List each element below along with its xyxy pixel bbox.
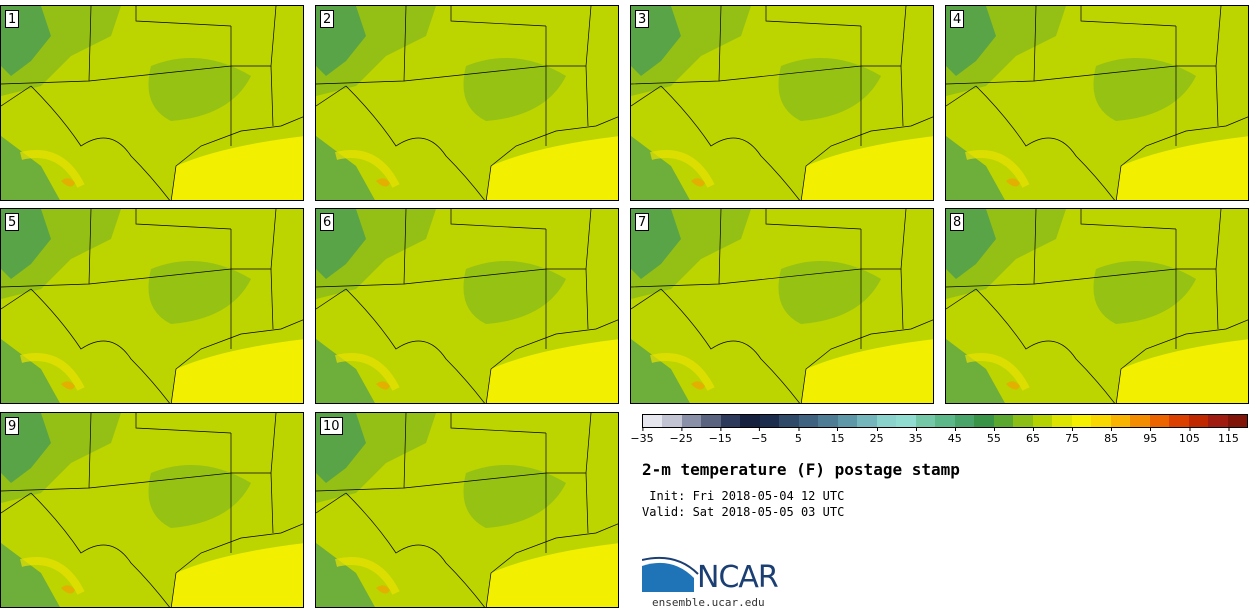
ensemble-member-panel: 7	[630, 208, 934, 404]
member-number-label: 5	[5, 213, 20, 231]
colorbar-tick-label: 55	[986, 427, 1001, 445]
colorbar-tick-label: −5	[751, 427, 768, 445]
temperature-map	[1, 413, 303, 607]
temperature-map	[631, 6, 933, 200]
ensemble-member-panel: 10	[315, 412, 619, 608]
colorbar-swatch	[1130, 415, 1150, 427]
colorbar-swatch	[720, 415, 741, 427]
colorbar-tick-label: 95	[1143, 427, 1158, 445]
colorbar-tick-label: 15	[830, 427, 845, 445]
ensemble-member-panel: 8	[945, 208, 1249, 404]
colorbar-swatch	[896, 415, 916, 427]
member-number-label: 7	[635, 213, 650, 231]
colorbar-swatch	[662, 415, 682, 427]
valid-time: Valid: Sat 2018-05-05 03 UTC	[642, 505, 845, 519]
colorbar-swatch	[954, 415, 975, 427]
member-number-label: 2	[320, 10, 335, 28]
ensemble-member-panel: 5	[0, 208, 304, 404]
colorbar-tick-label: 35	[908, 427, 923, 445]
member-number-label: 1	[5, 10, 20, 28]
colorbar-ticks: −35 −25 −15 −5 5 15 25 35 45 55 65 75 85 95 105 115	[630, 427, 1248, 448]
colorbar-swatch	[1071, 415, 1092, 427]
colorbar-swatch	[915, 415, 936, 427]
init-time: Init: Fri 2018-05-04 12 UTC	[642, 489, 845, 503]
ensemble-member-panel: 2	[315, 5, 619, 201]
colorbar-swatch	[798, 415, 819, 427]
ensemble-member-panel: 4	[945, 5, 1249, 201]
colorbar-tick-label: 45	[947, 427, 962, 445]
colorbar-tick-label: 105	[1178, 427, 1200, 445]
colorbar-tick-label: 85	[1104, 427, 1119, 445]
colorbar-swatch	[1227, 415, 1248, 427]
temperature-map	[316, 6, 618, 200]
colorbar-swatch	[701, 415, 721, 427]
temperature-map	[1, 6, 303, 200]
colorbar-tick-label: 65	[1025, 427, 1040, 445]
ensemble-member-panel: 3	[630, 5, 934, 201]
colorbar-swatch	[681, 415, 702, 427]
colorbar-swatch	[935, 415, 955, 427]
temperature-map	[316, 209, 618, 403]
colorbar-swatch	[974, 415, 994, 427]
colorbar-swatch	[857, 415, 877, 427]
colorbar-swatch	[993, 415, 1014, 427]
member-number-label: 3	[635, 10, 650, 28]
colorbar-swatch	[1052, 415, 1072, 427]
temperature-colorbar	[642, 414, 1248, 428]
member-number-label: 4	[950, 10, 965, 28]
temperature-map	[1, 209, 303, 403]
colorbar-tick-label: −15	[708, 427, 732, 445]
colorbar-tick-label: 115	[1217, 427, 1239, 445]
ensemble-member-panel: 6	[315, 208, 619, 404]
ensemble-member-panel: 9	[0, 412, 304, 608]
colorbar-swatch	[1208, 415, 1228, 427]
ncar-logo-icon	[642, 556, 699, 592]
colorbar-tick-label: −35	[630, 427, 654, 445]
colorbar-tick-label: 5	[794, 427, 802, 445]
colorbar-swatch	[818, 415, 838, 427]
colorbar-swatch	[1169, 415, 1189, 427]
colorbar-swatch	[740, 415, 760, 427]
temperature-map	[316, 413, 618, 607]
temperature-map	[946, 209, 1248, 403]
member-number-label: 10	[320, 417, 343, 435]
colorbar-swatch	[1013, 415, 1033, 427]
ensemble-member-panel: 1	[0, 5, 304, 201]
colorbar-swatch	[1091, 415, 1111, 427]
colorbar-swatch	[759, 415, 780, 427]
logo-text: NCAR	[697, 560, 779, 595]
colorbar-swatch	[1188, 415, 1209, 427]
colorbar-swatch	[643, 415, 663, 427]
temperature-map	[631, 209, 933, 403]
colorbar-swatch	[1032, 415, 1053, 427]
member-number-label: 8	[950, 213, 965, 231]
colorbar-tick-label: 25	[869, 427, 884, 445]
colorbar-swatch	[876, 415, 897, 427]
site-url: ensemble.ucar.edu	[652, 596, 765, 609]
colorbar-swatch	[779, 415, 799, 427]
colorbar-swatch	[837, 415, 858, 427]
chart-title: 2-m temperature (F) postage stamp	[642, 460, 960, 479]
colorbar-tick-label: −25	[669, 427, 693, 445]
member-number-label: 9	[5, 417, 20, 435]
colorbar-swatch	[1110, 415, 1131, 427]
temperature-map	[946, 6, 1248, 200]
colorbar-swatch	[1149, 415, 1170, 427]
colorbar-tick-label: 75	[1065, 427, 1080, 445]
member-number-label: 6	[320, 213, 335, 231]
